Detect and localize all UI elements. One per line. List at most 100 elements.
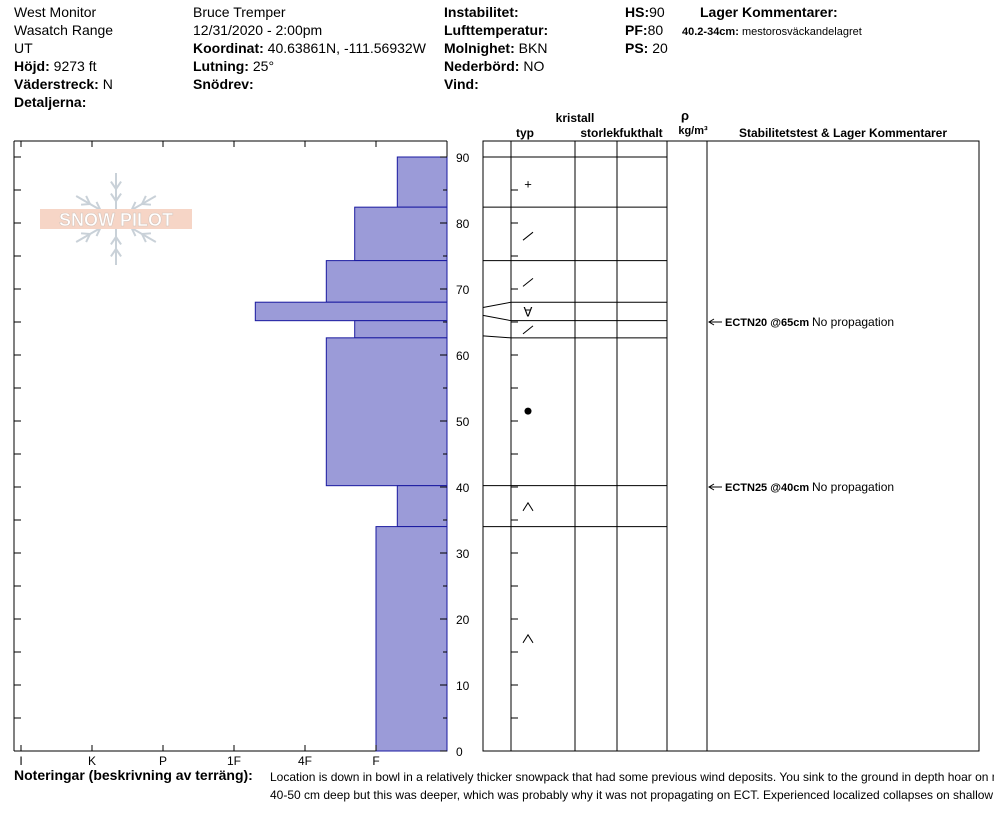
logo-band (40, 209, 192, 229)
flake-branch (95, 227, 102, 237)
slope: Lutning: 25° (193, 58, 274, 74)
aspect-label: Väderstreck: (14, 76, 99, 92)
height-tick-label: 60 (456, 349, 470, 363)
hardness-bar (325, 260, 448, 303)
aspect-value: N (102, 76, 113, 92)
airtemp-label: Lufttemperatur: (444, 22, 549, 38)
flake-branch (110, 236, 117, 245)
flake-branch (110, 181, 117, 190)
elevation-label: Höjd: (14, 58, 50, 74)
flake-branch (115, 236, 122, 245)
layer-connector (482, 335, 512, 339)
wind-label: Vind: (444, 76, 479, 92)
layer-comment-range: 40.2-34cm: (682, 26, 739, 38)
flake-branch (141, 203, 152, 206)
logo-text: SNOW PILOT (59, 210, 173, 230)
flake-branch (95, 201, 102, 211)
state: UT (14, 40, 33, 56)
hardness-axis: I K P 1F 4F F (19, 141, 380, 768)
flake-branch (115, 248, 122, 257)
stability-test: ECTN25 @40cm No propagation (708, 480, 894, 494)
height-tick-label: 40 (456, 481, 470, 495)
flake-branch (115, 181, 122, 190)
precip-value: NO (523, 58, 545, 74)
stability-tests: ECTN20 @65cm No propagation ECTN25 @40cm… (708, 315, 894, 494)
hardness-tick-label: K (88, 754, 96, 768)
pf: PF:80 (625, 22, 663, 38)
sky-label: Molnighet: (444, 40, 515, 56)
stability-header: Stabilitetstest & Lager Kommentarer (739, 126, 947, 140)
height-tick-label: 80 (456, 217, 470, 231)
grain-symbol: ∀ (524, 304, 533, 319)
hardness-bars (254, 156, 448, 752)
drift-label: Snödrev: (193, 76, 254, 92)
coord-label: Koordinat: (193, 40, 264, 56)
hs-value: 90 (649, 4, 665, 20)
precip-label: Nederbörd: (444, 58, 520, 74)
hs: HS:90 (625, 4, 665, 20)
hardness-tick-label: 4F (298, 754, 312, 768)
height-tick-label: 90 (456, 151, 470, 165)
instability-label: Instabilitet: (444, 4, 519, 20)
grain-decomposing-icon (522, 325, 534, 335)
snowpilot-logo: SNOW PILOT (40, 173, 192, 265)
grain-depth-hoar-icon (522, 633, 534, 644)
crystal-header: kristall (556, 111, 595, 125)
moisture-header: fukthalt (619, 126, 662, 140)
details-label: Detaljerna: (14, 94, 87, 110)
hs-label: HS: (625, 4, 650, 20)
layer-comments-title: Lager Kommentarer: (700, 4, 838, 20)
height-axis: 0 10 20 30 40 50 60 70 80 90 (14, 151, 470, 759)
flake-branch (80, 203, 91, 206)
notes-line-1: Location is down in bowl in a relatively… (270, 770, 994, 784)
layer-comment-text: mestorosväckandelagret (741, 26, 862, 38)
grid-layer-lines (482, 156, 667, 528)
grain-decomposing-icon (522, 278, 534, 287)
hardness-bar (396, 485, 448, 528)
elevation-value: 9273 ft (53, 58, 97, 74)
grain-depth-hoar-icon (522, 501, 534, 512)
test-result: No propagation (812, 480, 894, 494)
hardness-tick-label: I (19, 754, 22, 768)
profile-grid-frame (482, 140, 980, 752)
stability-test: ECTN20 @65cm No propagation (708, 315, 894, 329)
notes-body: Location is down in bowl in a relatively… (270, 768, 994, 804)
notes-line-2: 40-50 cm deep but this was deeper, which… (270, 788, 994, 802)
hardness-bar (375, 526, 448, 752)
flake-branch (85, 195, 91, 205)
test-arrow-icon (708, 483, 722, 491)
hardness-bar (354, 320, 448, 339)
layer-comment: 40.2-34cm: mestorosväckandelagret (682, 24, 862, 40)
sky: Molnighet: BKN (444, 40, 547, 56)
observer: Bruce Tremper (193, 4, 286, 20)
range: Wasatch Range (14, 22, 114, 38)
pf-label: PF: (625, 22, 648, 38)
flake-branch (130, 201, 137, 211)
hardness-bar (354, 206, 448, 262)
density-unit-header: kg/m³ (678, 125, 708, 137)
hardness-tick-label: P (159, 754, 167, 768)
datetime: 12/31/2020 - 2:00pm (193, 22, 323, 38)
layer-connector (482, 301, 512, 308)
height-tick-label: 50 (456, 415, 470, 429)
grain-symbol: + (524, 176, 532, 191)
slope-label: Lutning: (193, 58, 249, 74)
hardness-bar (396, 156, 448, 208)
ps-label: PS: (625, 40, 649, 56)
flake-branch (110, 193, 117, 202)
flake-branch (85, 233, 91, 243)
location: West Monitor (14, 4, 97, 20)
slope-value: 25° (252, 58, 275, 74)
sky-value: BKN (518, 40, 548, 56)
grain-decomposing-icon (522, 231, 534, 241)
flake-branch (141, 233, 147, 243)
coordinates: Koordinat: 40.63861N, -111.56932W (193, 40, 426, 56)
precip: Nederbörd: NO (444, 58, 544, 74)
flake-branch (141, 195, 147, 205)
height-tick-label: 10 (456, 679, 470, 693)
grid-ticks (511, 156, 518, 752)
test-result: No propagation (812, 315, 894, 329)
test-arrow-icon (708, 318, 722, 326)
elevation: Höjd: 9273 ft (14, 58, 96, 74)
hardness-tick-label: F (372, 754, 379, 768)
